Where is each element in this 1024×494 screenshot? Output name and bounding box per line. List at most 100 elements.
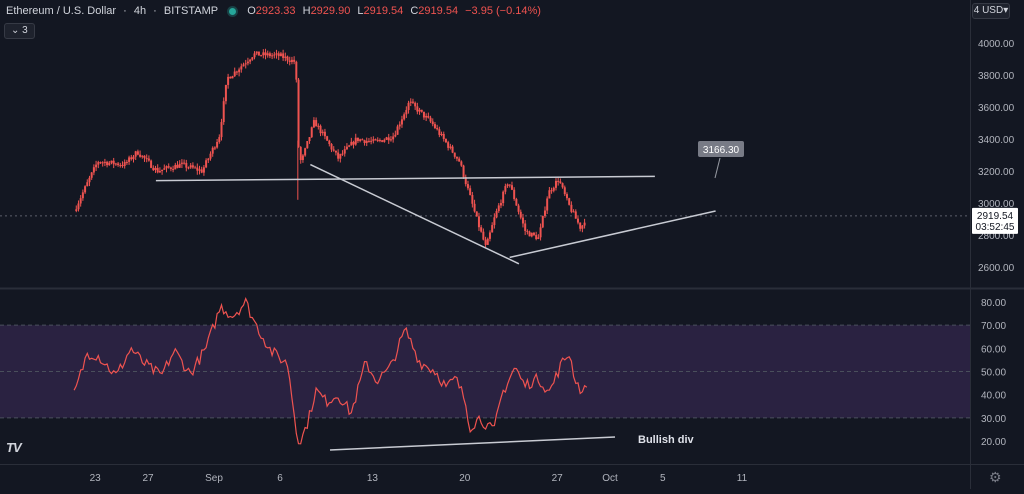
trendline-1[interactable] — [310, 163, 520, 265]
candle-body — [447, 142, 450, 148]
candle-body — [112, 160, 115, 165]
high-value: 2929.90 — [310, 5, 351, 17]
candle-body — [488, 232, 491, 239]
candle-body — [282, 53, 285, 58]
candle-body — [561, 183, 564, 188]
candle-body — [183, 162, 186, 164]
trendline-2[interactable] — [509, 210, 716, 259]
candle-body — [117, 163, 120, 166]
candle-body — [99, 162, 102, 164]
candle-body — [106, 161, 109, 166]
candle-body — [163, 168, 166, 170]
candle-body — [220, 122, 223, 138]
candle-body — [579, 222, 582, 229]
candle-body — [295, 61, 298, 80]
candle-body — [231, 76, 234, 79]
candle-body — [383, 139, 386, 142]
candle-body — [460, 161, 463, 166]
gear-icon[interactable]: ⚙ — [989, 469, 1002, 485]
candle-body — [205, 160, 208, 168]
candle-body — [161, 169, 164, 172]
price-callout-box[interactable] — [698, 141, 744, 157]
rsi-series-line — [73, 296, 588, 445]
candle-body — [304, 148, 307, 156]
candle-body — [455, 156, 458, 159]
price-callout-label: 3166.30 — [703, 145, 740, 156]
candle-body — [568, 198, 571, 205]
time-tick-label: 27 — [552, 473, 564, 484]
candle-body — [429, 117, 432, 122]
candle-body — [308, 137, 311, 142]
candle-body — [288, 60, 291, 63]
candle-body — [275, 53, 278, 55]
indicators-toggle[interactable]: ⌄ 3 — [4, 23, 35, 39]
candle-body — [108, 162, 111, 166]
candle-body — [510, 185, 513, 190]
candle-body — [563, 187, 566, 195]
candle-body — [574, 211, 577, 219]
candle-body — [257, 51, 260, 56]
candle-body — [418, 109, 421, 112]
time-tick-label: Oct — [602, 473, 618, 484]
candle-body — [385, 137, 388, 140]
chart-header: Ethereum / U.S. Dollar · 4h · BITSTAMP O… — [6, 5, 541, 17]
currency-selector[interactable]: 4 USD▾ — [972, 3, 1010, 19]
candle-body — [141, 155, 144, 157]
candle-body — [194, 167, 197, 169]
candle-body — [198, 169, 201, 171]
candle-body — [517, 205, 520, 212]
candle-body — [306, 141, 309, 149]
candle-body — [77, 203, 80, 210]
candle-body — [128, 157, 131, 162]
open-label: O — [247, 5, 256, 17]
candle-body — [172, 168, 175, 170]
trendline-0[interactable] — [155, 175, 655, 182]
price-tick-label: 3600.00 — [978, 103, 1015, 114]
candle-body — [326, 136, 329, 141]
candle-body — [381, 140, 384, 142]
candle-body — [174, 164, 177, 170]
candle-body — [273, 54, 276, 56]
time-tick-label: Sep — [205, 473, 223, 484]
candle-body — [75, 209, 78, 211]
current-price-value: 2919.54 — [977, 211, 1014, 222]
candle-body — [407, 102, 410, 111]
symbol-name[interactable]: Ethereum / U.S. Dollar — [6, 5, 117, 17]
candle-body — [279, 53, 282, 57]
candle-body — [264, 52, 267, 56]
change-value: −3.95 (−0.14%) — [465, 5, 541, 17]
candle-body — [403, 114, 406, 120]
time-tick-label: 27 — [142, 473, 154, 484]
close-label: C — [410, 5, 419, 17]
candle-body — [119, 165, 122, 167]
candle-body — [262, 52, 265, 56]
candle-body — [95, 164, 98, 168]
rsi-tick-label: 30.00 — [981, 414, 1006, 425]
candle-body — [235, 71, 238, 73]
candle-body — [147, 158, 150, 161]
candle-body — [209, 153, 212, 159]
tradingview-logo-icon[interactable]: TV — [6, 440, 22, 455]
candle-body — [396, 126, 399, 135]
price-tick-label: 2600.00 — [978, 263, 1015, 274]
candle-body — [319, 125, 322, 134]
candle-body — [301, 155, 304, 160]
candle-body — [400, 119, 403, 125]
candle-body — [530, 232, 533, 237]
rsi-divergence-line[interactable] — [329, 436, 616, 451]
candle-body — [251, 57, 254, 60]
candle-body — [502, 191, 505, 204]
time-tick-label: 13 — [367, 473, 379, 484]
candle-body — [92, 167, 95, 173]
candle-body — [414, 102, 417, 107]
candle-body — [185, 162, 188, 168]
candle-body — [361, 139, 364, 141]
candle-body — [491, 225, 494, 233]
candle-body — [189, 165, 192, 168]
candle-body — [222, 101, 225, 123]
interval-label[interactable]: 4h — [133, 5, 147, 17]
candle-body — [240, 66, 243, 70]
candle-body — [103, 161, 106, 163]
price-tick-label: 2800.00 — [978, 231, 1015, 242]
